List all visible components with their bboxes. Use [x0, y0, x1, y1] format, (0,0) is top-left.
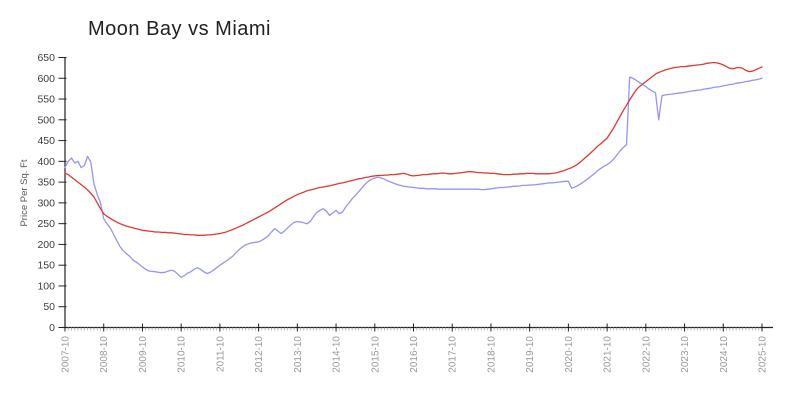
svg-text:2013-10: 2013-10	[293, 336, 304, 373]
svg-text:2017-10: 2017-10	[448, 336, 459, 373]
svg-text:650: 650	[37, 52, 55, 64]
svg-text:2020-10: 2020-10	[564, 336, 575, 373]
svg-text:450: 450	[37, 135, 55, 147]
svg-text:2019-10: 2019-10	[525, 336, 536, 373]
svg-text:2023-10: 2023-10	[680, 336, 691, 373]
series-line-miami	[64, 61, 763, 236]
x-axis-minor-ticks	[67, 327, 760, 331]
svg-text:2016-10: 2016-10	[409, 336, 420, 373]
svg-text:2011-10: 2011-10	[215, 336, 226, 372]
svg-text:2007-10: 2007-10	[61, 336, 72, 373]
svg-text:550: 550	[37, 94, 55, 106]
svg-text:600: 600	[37, 73, 55, 85]
svg-text:2014-10: 2014-10	[332, 336, 343, 373]
svg-text:500: 500	[37, 114, 55, 126]
svg-text:300: 300	[37, 197, 55, 209]
svg-text:50: 50	[43, 301, 55, 313]
x-axis-ticks: 2007-10 2008-10 2009-10 2010-10 2011-10 2012-…	[61, 323, 769, 373]
svg-text:350: 350	[37, 177, 55, 189]
svg-text:150: 150	[37, 260, 55, 272]
svg-text:2021-10: 2021-10	[603, 336, 614, 373]
svg-text:400: 400	[37, 156, 55, 168]
svg-text:2012-10: 2012-10	[254, 336, 265, 373]
svg-text:2024-10: 2024-10	[719, 336, 730, 373]
svg-text:100: 100	[37, 280, 55, 292]
svg-text:2015-10: 2015-10	[370, 336, 381, 373]
series-line-moon-bay	[64, 76, 763, 278]
svg-text:2022-10: 2022-10	[641, 336, 652, 373]
svg-text:2018-10: 2018-10	[486, 336, 497, 373]
y-axis-label: Price Per Sq. Ft	[19, 159, 30, 226]
svg-text:2008-10: 2008-10	[99, 336, 110, 373]
svg-text:200: 200	[37, 239, 55, 251]
svg-text:2009-10: 2009-10	[138, 336, 149, 373]
svg-text:2025-10: 2025-10	[758, 336, 769, 373]
svg-text:2010-10: 2010-10	[177, 336, 188, 373]
svg-text:250: 250	[37, 218, 55, 230]
svg-text:0: 0	[49, 322, 55, 334]
plot-series-lines	[64, 61, 763, 278]
chart-title: Moon Bay vs Miami	[88, 18, 271, 40]
y-axis-ticks: 0 50 100 150 200 250 300 350 400 450 500 550 600 650	[37, 52, 67, 334]
